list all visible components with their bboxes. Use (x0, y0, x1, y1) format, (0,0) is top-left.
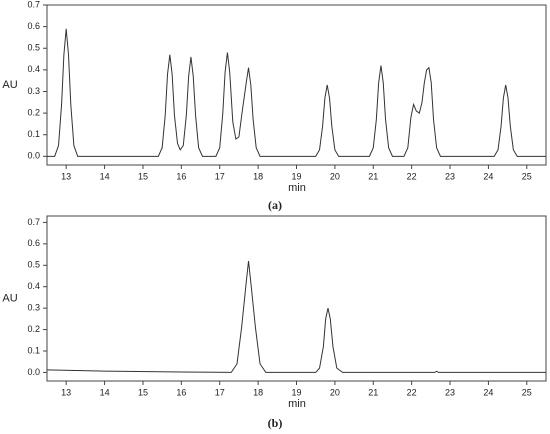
y-tick-label: 0.1 (27, 129, 40, 139)
chromatogram-line (46, 260, 546, 373)
x-axis-label: min (288, 398, 306, 410)
y-tick-label: 0.0 (27, 367, 40, 377)
x-tick-label: 17 (215, 171, 225, 181)
x-tick-label: 14 (100, 387, 110, 397)
x-tick-label: 23 (445, 171, 455, 181)
y-tick-label: 0.6 (27, 21, 40, 31)
x-tick-label: 25 (522, 387, 532, 397)
y-tick-label: 0.7 (27, 217, 40, 227)
y-tick-label: 0.2 (27, 324, 40, 334)
y-tick-label: 0.1 (27, 345, 40, 355)
x-tick-label: 21 (368, 387, 378, 397)
x-tick-label: 22 (407, 171, 417, 181)
y-tick-label: 0.2 (27, 107, 40, 117)
plot-frame (46, 215, 547, 382)
x-tick-label: 17 (215, 387, 225, 397)
caption: (a) (268, 198, 282, 212)
x-tick-label: 20 (330, 171, 340, 181)
y-tick-label: 0.7 (27, 0, 40, 9)
x-tick-label: 18 (253, 387, 263, 397)
y-tick-label: 0.3 (27, 303, 40, 313)
x-tick-label: 25 (522, 171, 532, 181)
x-tick-label: 20 (330, 387, 340, 397)
x-axis-label: min (288, 182, 306, 194)
y-tick-label: 0.0 (27, 151, 40, 161)
x-tick-label: 15 (138, 387, 148, 397)
x-tick-label: 18 (253, 171, 263, 181)
y-tick-label: 0.6 (27, 238, 40, 248)
y-tick-label: 0.4 (27, 64, 40, 74)
y-tick-label: 0.5 (27, 43, 40, 53)
chromatogram-line (47, 28, 546, 157)
x-tick-label: 21 (368, 171, 378, 181)
x-tick-label: 13 (61, 387, 71, 397)
y-axis-label: AU (2, 292, 17, 304)
x-tick-label: 22 (407, 387, 417, 397)
x-tick-label: 24 (483, 171, 493, 181)
x-tick-label: 16 (176, 171, 186, 181)
x-tick-label: 14 (100, 171, 110, 181)
x-tick-label: 19 (291, 171, 301, 181)
x-tick-label: 15 (138, 171, 148, 181)
plot-frame (46, 4, 547, 166)
x-tick-label: 24 (483, 387, 493, 397)
x-tick-label: 23 (445, 387, 455, 397)
y-tick-label: 0.5 (27, 260, 40, 270)
y-axis-label: AU (2, 79, 17, 91)
x-tick-label: 13 (61, 171, 71, 181)
x-tick-label: 19 (291, 387, 301, 397)
caption: (b) (268, 416, 283, 430)
x-tick-label: 16 (176, 387, 186, 397)
y-tick-label: 0.4 (27, 281, 40, 291)
y-tick-label: 0.3 (27, 86, 40, 96)
